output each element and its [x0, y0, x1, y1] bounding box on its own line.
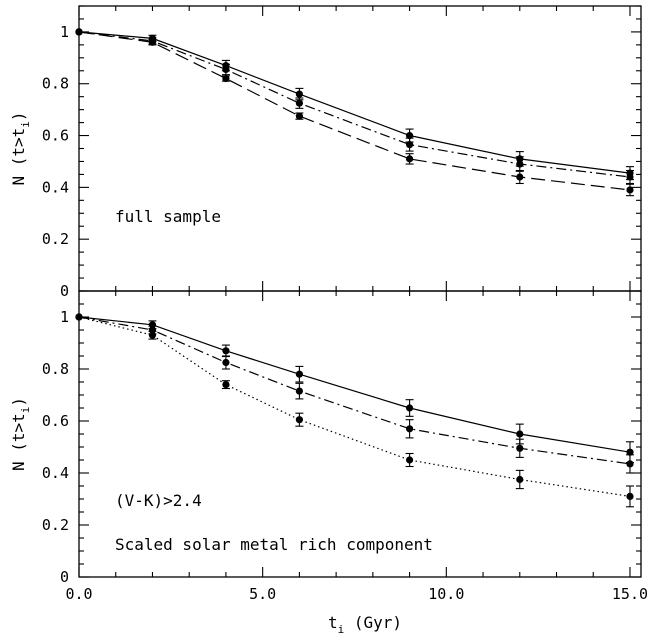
data-point: [222, 381, 230, 389]
x-tick-label: 0.0: [65, 585, 92, 603]
data-point: [626, 173, 634, 181]
series-line-dotted: [78, 316, 631, 497]
data-point: [222, 358, 230, 367]
series-line-solid: [78, 31, 631, 174]
data-point: [626, 492, 634, 500]
series-line-dashdot: [78, 31, 631, 178]
data-point: [516, 444, 524, 452]
data-point: [626, 186, 634, 194]
x-tick-label: 10.0: [428, 585, 464, 603]
chart-panel-bottom: 00.20.40.60.810.0 5.0 10.0 15.0N (t>ti)(V-K…: [9, 290, 648, 603]
data-point: [405, 155, 414, 163]
data-point: [295, 112, 303, 120]
series-solid: [75, 28, 634, 181]
y-axis-label: N (t>ti): [9, 111, 32, 185]
plot-frame: [78, 5, 642, 292]
data-point: [405, 131, 414, 140]
data-point: [75, 28, 83, 36]
data-point: [295, 387, 303, 395]
series-dotted: [75, 313, 634, 508]
y-tick-label: 1: [60, 23, 69, 41]
y-tick-label: 0: [60, 568, 69, 586]
data-point: [405, 456, 414, 464]
x-tick-label: 15.0: [612, 585, 648, 603]
chart-panels: 0 0.2 0.4 0.6 0.8 1 N (t>ti) full sample 0 0.2 0.4…: [9, 5, 648, 603]
y-tick-label: 0.4: [42, 178, 69, 196]
data-point: [75, 313, 83, 321]
data-point: [295, 370, 303, 378]
data-point: [405, 404, 414, 412]
y-tick-label: 0.8: [42, 75, 69, 93]
y-tick-label: 1: [60, 308, 69, 326]
y-tick-label: 0.6: [42, 412, 69, 430]
y-tick-label: 0.8: [42, 360, 69, 378]
data-point: [405, 425, 414, 433]
data-point: [405, 141, 414, 149]
panel-annotation: full sample: [115, 207, 221, 226]
data-point: [222, 347, 230, 355]
series-longdash: [75, 28, 634, 197]
data-point: [222, 65, 230, 74]
series-line-dashdot: [78, 316, 631, 465]
y-tick-label: 0: [60, 282, 69, 300]
data-point: [626, 460, 634, 468]
y-axis-label: N (t>ti): [9, 397, 32, 471]
data-point: [516, 160, 524, 168]
series-dashdot: [75, 28, 634, 185]
y-tick-label: 0.2: [42, 230, 69, 248]
series-solid: [75, 313, 634, 464]
data-point: [295, 99, 303, 107]
series-line-longdash: [78, 31, 631, 191]
x-axis-label: ti (Gyr): [328, 613, 402, 636]
data-point: [626, 448, 634, 456]
data-point: [222, 74, 230, 83]
chart-panel-top: 0 0.2 0.4 0.6 0.8 1 N (t>ti) full sample: [9, 5, 642, 300]
data-point: [516, 475, 524, 484]
y-tick-label: 0.4: [42, 464, 69, 482]
panel-annotation: (V-K)>2.4: [115, 491, 202, 510]
series-dashdot: [75, 313, 634, 474]
panel-annotation: Scaled solar metal rich component: [115, 535, 433, 554]
data-point: [295, 90, 303, 98]
y-tick-label: 0.6: [42, 127, 69, 145]
data-point: [295, 416, 303, 424]
x-tick-label: 5.0: [249, 585, 276, 603]
data-point: [516, 430, 524, 438]
data-point: [148, 331, 157, 339]
series-line-solid: [78, 316, 631, 453]
y-tick-label: 0.2: [42, 516, 69, 534]
data-point: [516, 173, 524, 181]
data-point: [148, 38, 157, 46]
